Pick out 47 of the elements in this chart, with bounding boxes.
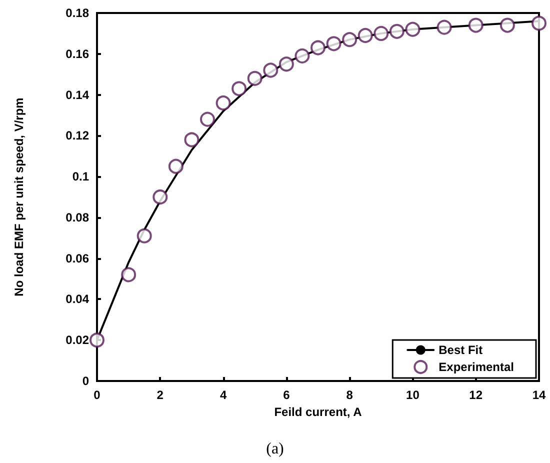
x-tick-label: 12 <box>469 388 483 402</box>
point <box>200 112 215 127</box>
x-axis-title: Feild current, A <box>274 404 362 419</box>
point <box>216 95 231 110</box>
point <box>374 26 389 41</box>
legend-label: Best Fit <box>438 343 483 357</box>
point <box>468 18 484 33</box>
y-tick-label: 0 <box>82 374 90 388</box>
y-tick-label: 0.08 <box>66 210 90 224</box>
point <box>389 24 404 39</box>
point <box>532 16 546 31</box>
x-tick-label: 4 <box>220 388 227 402</box>
y-tick-label: 0.16 <box>66 46 90 61</box>
y-tick-label: 0.06 <box>66 251 90 266</box>
point <box>294 48 310 64</box>
x-tick-label: 8 <box>346 388 354 402</box>
point <box>247 70 262 86</box>
point <box>310 40 326 56</box>
point <box>168 158 184 174</box>
point <box>436 20 452 35</box>
point <box>121 267 136 282</box>
x-tick-label: 14 <box>532 388 546 402</box>
point <box>152 190 168 204</box>
point <box>90 332 104 348</box>
y-tick-label: 0.14 <box>66 88 90 102</box>
point <box>358 28 373 43</box>
x-tick-label: 6 <box>283 388 290 402</box>
point <box>263 62 278 78</box>
legend-label: Experimental <box>438 360 514 374</box>
y-tick-label: 0.02 <box>66 333 90 348</box>
point <box>342 32 358 48</box>
x-tick-label: 0 <box>94 388 101 402</box>
point <box>232 81 247 96</box>
text: (a) <box>266 440 284 458</box>
y-tick-label: 0.18 <box>66 6 90 20</box>
point <box>184 132 200 148</box>
y-tick-label: 0.12 <box>66 128 90 143</box>
point <box>278 56 294 72</box>
y-tick-label: 0.04 <box>66 292 90 306</box>
x-tick-label: 10 <box>406 388 420 402</box>
y-axis-title: No load EMF per unit speed, V/rpm <box>12 98 26 296</box>
x-tick-label: 2 <box>156 388 164 402</box>
point <box>500 18 515 33</box>
point <box>326 36 342 52</box>
y-tick-label: 0.1 <box>72 170 90 184</box>
point <box>136 228 152 244</box>
point <box>405 22 420 37</box>
